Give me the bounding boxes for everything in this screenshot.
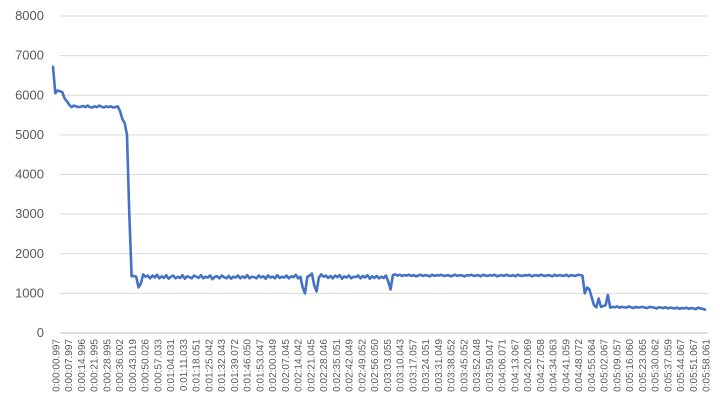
y-axis-tick-labels: 0 1000 2000 3000 4000 5000 6000 7000 8000: [15, 8, 44, 340]
x-tick-label: 0:00:50.026: [141, 339, 152, 392]
x-tick-label: 0:05:23.065: [638, 339, 649, 392]
x-tick-label: 0:00:21.995: [90, 339, 101, 392]
y-tick-label-7000: 7000: [15, 48, 44, 63]
x-tick-label: 0:05:37.059: [663, 339, 674, 392]
x-tick-label: 0:05:09.057: [612, 339, 623, 392]
x-tick-label: 0:05:44.067: [676, 339, 687, 392]
x-tick-label: 0:01:11.033: [179, 339, 190, 392]
x-tick-label: 0:03:24.051: [421, 339, 432, 392]
y-tick-label-1000: 1000: [15, 285, 44, 300]
x-tick-label: 0:00:28.995: [102, 339, 113, 392]
x-tick-label: 0:02:49.052: [357, 339, 368, 392]
x-tick-label: 0:04:34.063: [549, 339, 560, 392]
x-tick-label: 0:02:00.049: [268, 339, 279, 392]
x-tick-label: 0:05:58.061: [702, 339, 713, 392]
y-tick-label-4000: 4000: [15, 167, 44, 182]
x-tick-label: 0:00:07.997: [64, 339, 75, 392]
x-tick-label: 0:05:02.067: [600, 339, 611, 392]
x-tick-label: 0:01:04.031: [166, 339, 177, 392]
x-tick-label: 0:04:06.071: [498, 339, 509, 392]
x-tick-label: 0:02:56.050: [370, 339, 381, 392]
x-tick-label: 0:05:16.060: [625, 339, 636, 392]
x-tick-label: 0:01:39.072: [230, 339, 241, 392]
x-tick-label: 0:04:55.064: [587, 339, 598, 392]
x-tick-label: 0:00:57.033: [153, 339, 164, 392]
x-tick-label: 0:03:17.057: [408, 339, 419, 392]
y-tick-label-5000: 5000: [15, 127, 44, 142]
series-line-0: [51, 65, 707, 311]
y-tick-label-6000: 6000: [15, 87, 44, 102]
x-tick-label: 0:03:10.043: [396, 339, 407, 392]
x-tick-label: 0:02:14.042: [294, 339, 305, 392]
x-tick-label: 0:02:21.045: [306, 339, 317, 392]
x-tick-label: 0:03:03.055: [383, 339, 394, 392]
gridlines: [60, 15, 708, 334]
y-tick-label-2000: 2000: [15, 246, 44, 261]
series-layer: [51, 65, 707, 311]
x-tick-label: 0:00:14.996: [77, 339, 88, 392]
x-tick-label: 0:03:31.049: [434, 339, 445, 392]
x-tick-label: 0:03:52.048: [472, 339, 483, 392]
x-tick-label: 0:05:51.067: [689, 339, 700, 392]
x-tick-label: 0:01:53.047: [255, 339, 266, 392]
x-tick-label: 0:02:07.045: [281, 339, 292, 392]
x-tick-label: 0:04:27.058: [536, 339, 547, 392]
x-tick-label: 0:01:18.051: [192, 339, 203, 392]
x-tick-label: 0:04:48.072: [574, 339, 585, 392]
x-tick-label: 0:04:41.059: [561, 339, 572, 392]
x-tick-label: 0:03:38.052: [447, 339, 458, 392]
x-tick-label: 0:03:45.052: [459, 339, 470, 392]
x-tick-label: 0:04:20.069: [523, 339, 534, 392]
x-tick-label: 0:00:36.002: [115, 339, 126, 392]
y-tick-label-0: 0: [37, 325, 44, 340]
x-tick-label: 0:01:46.050: [243, 339, 254, 392]
x-tick-label: 0:03:59.047: [485, 339, 496, 392]
x-tick-label: 0:02:42.049: [345, 339, 356, 392]
x-tick-label: 0:02:35.051: [332, 339, 343, 392]
y-tick-label-8000: 8000: [15, 8, 44, 23]
y-tick-label-3000: 3000: [15, 206, 44, 221]
x-axis-tick-labels: 0:00:00.997 0:00:07.997 0:00:14.996 0:00:21…: [52, 339, 713, 392]
x-tick-label: 0:05:30.062: [651, 339, 662, 392]
x-tick-label: 0:01:25.042: [204, 339, 215, 392]
x-tick-label: 0:00:43.019: [128, 339, 139, 392]
x-tick-label: 0:04:13.067: [510, 339, 521, 392]
x-tick-label: 0:00:00.997: [52, 339, 63, 392]
x-tick-label: 0:01:32.043: [217, 339, 228, 392]
x-tick-label: 0:02:28.046: [319, 339, 330, 392]
